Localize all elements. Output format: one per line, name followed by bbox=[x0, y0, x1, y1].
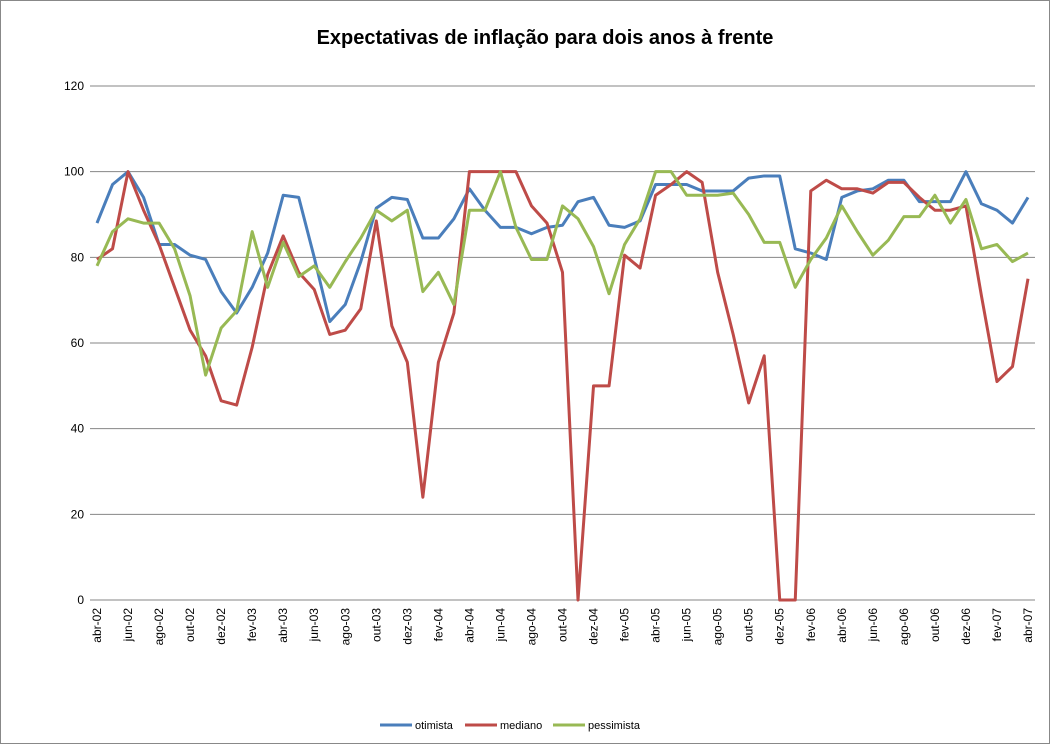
legend-label: otimista bbox=[415, 720, 454, 732]
x-tick-label: fev-07 bbox=[990, 608, 1004, 642]
x-tick-label: fev-04 bbox=[431, 608, 445, 642]
x-tick-label: jun-05 bbox=[680, 608, 694, 643]
x-tick-label: abr-03 bbox=[276, 608, 290, 643]
x-tick-label: abr-02 bbox=[90, 608, 104, 643]
x-tick-label: out-04 bbox=[556, 608, 570, 642]
series-line bbox=[95, 170, 1030, 324]
chart-title: Expectativas de inflação para dois anos … bbox=[317, 27, 774, 49]
x-tick-label: dez-05 bbox=[773, 608, 787, 645]
x-tick-label: jun-02 bbox=[121, 608, 135, 643]
x-tick-label: ago-05 bbox=[711, 608, 725, 646]
series-line bbox=[96, 170, 1030, 602]
x-tick-label: jun-03 bbox=[307, 608, 321, 643]
y-tick-label: 100 bbox=[64, 165, 84, 179]
y-tick-label: 60 bbox=[71, 336, 85, 350]
x-tick-label: out-06 bbox=[928, 608, 942, 642]
legend-label: pessimista bbox=[588, 720, 641, 732]
x-tick-label: abr-04 bbox=[462, 608, 476, 643]
x-tick-label: jun-06 bbox=[866, 608, 880, 643]
x-tick-label: jun-04 bbox=[493, 608, 507, 643]
x-tick-label: ago-04 bbox=[524, 608, 538, 646]
x-tick-label: dez-04 bbox=[587, 608, 601, 645]
x-tick-label: abr-07 bbox=[1021, 608, 1035, 643]
x-tick-label: ago-03 bbox=[338, 608, 352, 646]
y-tick-label: 120 bbox=[64, 79, 84, 93]
series-line bbox=[95, 170, 1029, 377]
x-tick-label: dez-06 bbox=[959, 608, 973, 645]
x-tick-label: dez-03 bbox=[400, 608, 414, 645]
x-tick-label: fev-05 bbox=[618, 608, 632, 642]
legend-label: mediano bbox=[500, 720, 542, 732]
y-tick-label: 20 bbox=[71, 507, 85, 521]
y-tick-label: 0 bbox=[77, 593, 84, 607]
x-tick-label: abr-06 bbox=[835, 608, 849, 643]
x-tick-label: fev-03 bbox=[245, 608, 259, 642]
x-tick-label: out-03 bbox=[369, 608, 383, 642]
x-tick-label: ago-06 bbox=[897, 608, 911, 646]
x-tick-label: abr-05 bbox=[649, 608, 663, 643]
x-tick-label: fev-06 bbox=[804, 608, 818, 642]
x-tick-label: out-02 bbox=[183, 608, 197, 642]
x-tick-label: dez-02 bbox=[214, 608, 228, 645]
y-tick-label: 40 bbox=[71, 422, 85, 436]
x-tick-label: out-05 bbox=[742, 608, 756, 642]
x-tick-label: ago-02 bbox=[152, 608, 166, 646]
y-tick-label: 80 bbox=[71, 250, 85, 264]
